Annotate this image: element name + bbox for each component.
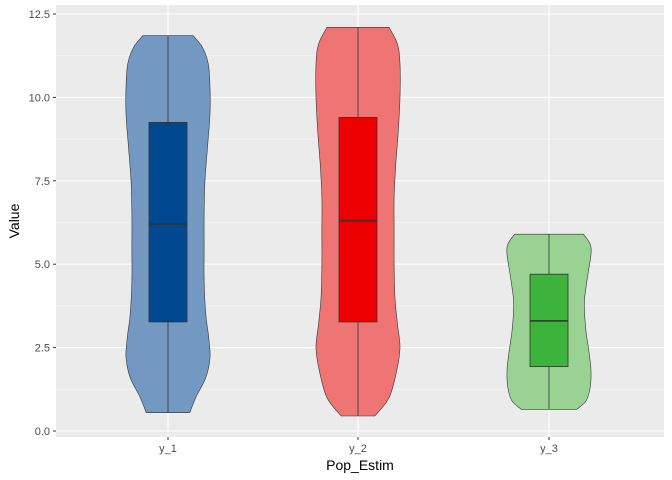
- y-tick-label: 10.0: [29, 92, 50, 104]
- y-tick-label: 0.0: [35, 426, 50, 438]
- y-tick-label: 7.5: [35, 176, 50, 188]
- y-tick-label: 2.5: [35, 343, 50, 355]
- x-tick-label: y_2: [349, 443, 367, 455]
- violins: [125, 27, 592, 417]
- box-y_2: [338, 117, 378, 323]
- box-y_1: [148, 122, 188, 323]
- y-axis: 0.0 2.5 5.0 7.5 10.0 12.5: [29, 9, 56, 438]
- y-axis-title: Value: [6, 203, 22, 238]
- y-tick-label: 5.0: [35, 259, 50, 271]
- x-tick-label: y_1: [159, 443, 177, 455]
- boxplots: [148, 27, 569, 416]
- x-tick-label: y_3: [540, 443, 558, 455]
- x-axis: y_1 y_2 y_3: [159, 437, 558, 455]
- y-tick-label: 12.5: [29, 9, 50, 21]
- x-axis-title: Pop_Estim: [326, 457, 394, 473]
